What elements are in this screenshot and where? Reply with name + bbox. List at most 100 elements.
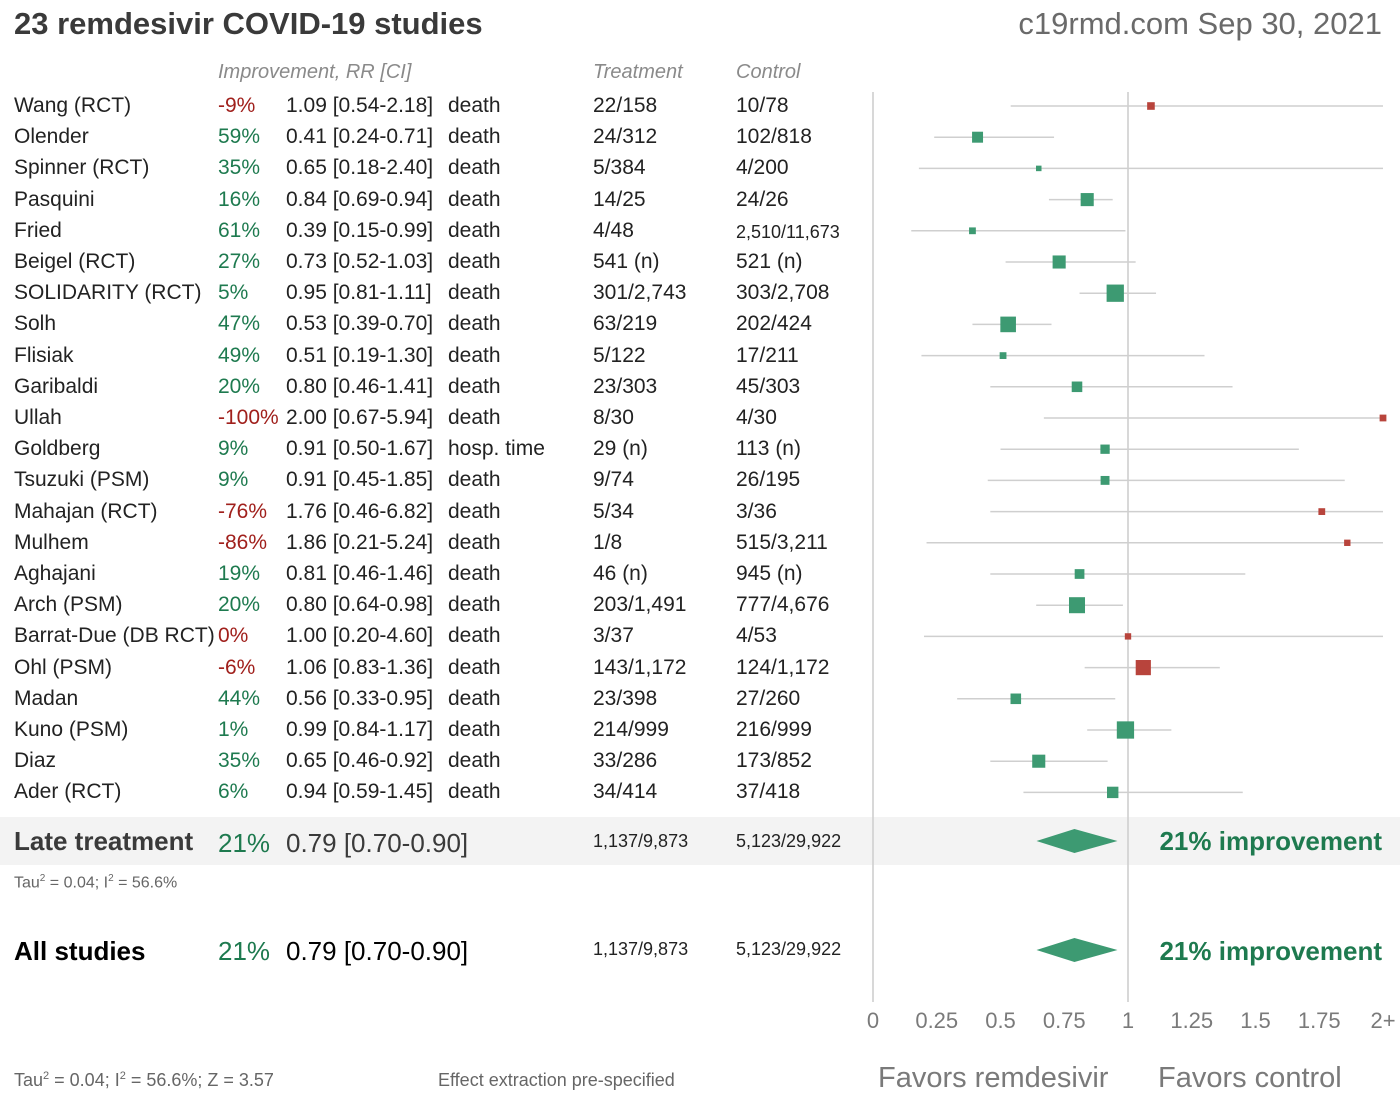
- study-improvement: 61%: [218, 218, 261, 242]
- header-treatment: Treatment: [593, 61, 683, 83]
- late-treatment-diamond: [1036, 829, 1118, 853]
- point-estimate: [1116, 721, 1135, 739]
- study-rr-ci: 0.99 [0.84-1.17]: [286, 718, 434, 741]
- study-rr-ci: 0.53 [0.39-0.70]: [286, 312, 434, 336]
- point-estimate: [1080, 193, 1094, 207]
- study-name: Barrat-Due (DB RCT): [14, 624, 215, 648]
- point-estimate: [1071, 381, 1083, 393]
- study-treatment: 23/303: [593, 374, 658, 398]
- study-outcome: death: [448, 94, 501, 117]
- study-treatment: 5/34: [593, 499, 634, 523]
- study-treatment: 34/414: [593, 780, 658, 804]
- late-treatment-label: Late treatment: [14, 826, 194, 856]
- study-rr-ci: 0.91 [0.45-1.85]: [286, 468, 434, 492]
- study-treatment: 143/1,172: [593, 655, 687, 679]
- study-control: 4/200: [736, 156, 789, 180]
- x-tick-label: 1.5: [1240, 1008, 1271, 1033]
- study-rr-ci: 1.86 [0.21-5.24]: [286, 530, 434, 554]
- study-control: 2,510/11,673: [736, 221, 840, 242]
- x-tick-label: 0.25: [915, 1008, 958, 1033]
- study-name: Madan: [14, 686, 79, 710]
- study-treatment: 4/48: [593, 218, 634, 242]
- study-outcome: death: [448, 655, 501, 679]
- study-treatment: 203/1,491: [593, 593, 687, 617]
- study-name: Diaz: [14, 749, 57, 773]
- study-control: 945 (n): [736, 562, 803, 585]
- all-studies-treatment: 1,137/9,873: [593, 939, 689, 959]
- study-name: Kuno (PSM): [14, 718, 129, 741]
- all-studies-summary: 21% improvement: [1159, 936, 1382, 966]
- study-outcome: death: [448, 749, 501, 773]
- late-treatment-summary: 21% improvement: [1159, 826, 1382, 856]
- header-control: Control: [736, 61, 801, 83]
- study-control: 3/36: [736, 499, 777, 523]
- study-name: Wang (RCT): [14, 94, 132, 117]
- study-improvement: -100%: [218, 406, 279, 429]
- study-outcome: death: [448, 312, 501, 336]
- study-control: 10/78: [736, 94, 789, 117]
- overall-heterogeneity: Tau2 = 0.04; I2 = 56.6%; Z = 3.57: [14, 1070, 274, 1090]
- study-rr-ci: 0.95 [0.81-1.11]: [286, 281, 432, 305]
- all-studies-label: All studies: [14, 936, 146, 966]
- study-rr-ci: 1.09 [0.54-2.18]: [286, 94, 434, 117]
- study-name: Goldberg: [14, 437, 101, 461]
- study-outcome: death: [448, 343, 501, 367]
- study-improvement: 47%: [218, 312, 261, 336]
- all-studies-improvement: 21%: [218, 936, 271, 966]
- study-name: Ullah: [14, 406, 62, 429]
- study-improvement: 35%: [218, 749, 261, 773]
- point-estimate: [1124, 633, 1132, 640]
- study-treatment: 14/25: [593, 187, 646, 211]
- study-treatment: 1/8: [593, 530, 623, 554]
- point-estimate: [1035, 165, 1042, 172]
- study-treatment: 33/286: [593, 749, 658, 773]
- all-studies-control: 5,123/29,922: [736, 939, 842, 959]
- study-improvement: 19%: [218, 562, 261, 585]
- point-estimate: [1107, 786, 1119, 799]
- study-rr-ci: 0.65 [0.18-2.40]: [286, 156, 434, 180]
- study-treatment: 5/122: [593, 343, 646, 367]
- study-rr-ci: 1.00 [0.20-4.60]: [286, 624, 434, 648]
- point-estimate: [1135, 660, 1151, 676]
- study-rr-ci: 0.73 [0.52-1.03]: [286, 250, 434, 273]
- point-estimate: [1100, 444, 1110, 454]
- point-estimate: [969, 227, 976, 235]
- study-treatment: 23/398: [593, 686, 658, 710]
- study-name: Aghajani: [14, 562, 96, 585]
- point-estimate: [1379, 414, 1387, 422]
- study-rr-ci: 0.65 [0.46-0.92]: [286, 749, 434, 773]
- study-improvement: 0%: [218, 624, 249, 648]
- study-control: 113 (n): [736, 437, 801, 461]
- study-improvement: 9%: [218, 468, 249, 492]
- study-rr-ci: 0.51 [0.19-1.30]: [286, 343, 434, 367]
- study-control: 4/53: [736, 624, 777, 648]
- study-improvement: 44%: [218, 686, 261, 710]
- study-treatment: 9/74: [593, 468, 634, 492]
- study-outcome: death: [448, 780, 501, 804]
- study-improvement: 16%: [218, 187, 261, 211]
- study-control: 303/2,708: [736, 281, 830, 305]
- study-rr-ci: 1.76 [0.46-6.82]: [286, 499, 434, 523]
- study-improvement: -76%: [218, 499, 268, 523]
- study-improvement: 9%: [218, 437, 249, 461]
- favors-treatment-label: Favors remdesivir: [878, 1062, 1109, 1094]
- study-name: Beigel (RCT): [14, 250, 136, 273]
- study-control: 37/418: [736, 780, 801, 804]
- point-estimate: [999, 352, 1007, 359]
- study-control: 124/1,172: [736, 655, 830, 679]
- late-treatment-band: [0, 817, 1400, 865]
- x-tick-label: 0: [867, 1008, 879, 1033]
- study-control: 202/424: [736, 312, 812, 336]
- study-treatment: 214/999: [593, 718, 669, 741]
- study-control: 521 (n): [736, 250, 803, 273]
- chart-title: 23 remdesivir COVID-19 studies: [14, 6, 483, 41]
- study-improvement: 20%: [218, 593, 261, 617]
- study-control: 216/999: [736, 718, 812, 741]
- late-treatment-control: 5,123/29,922: [736, 831, 842, 851]
- study-name: Olender: [14, 125, 89, 149]
- study-rr-ci: 0.84 [0.69-0.94]: [286, 187, 434, 211]
- study-treatment: 8/30: [593, 406, 634, 429]
- study-name: Spinner (RCT): [14, 156, 150, 180]
- study-control: 27/260: [736, 686, 801, 710]
